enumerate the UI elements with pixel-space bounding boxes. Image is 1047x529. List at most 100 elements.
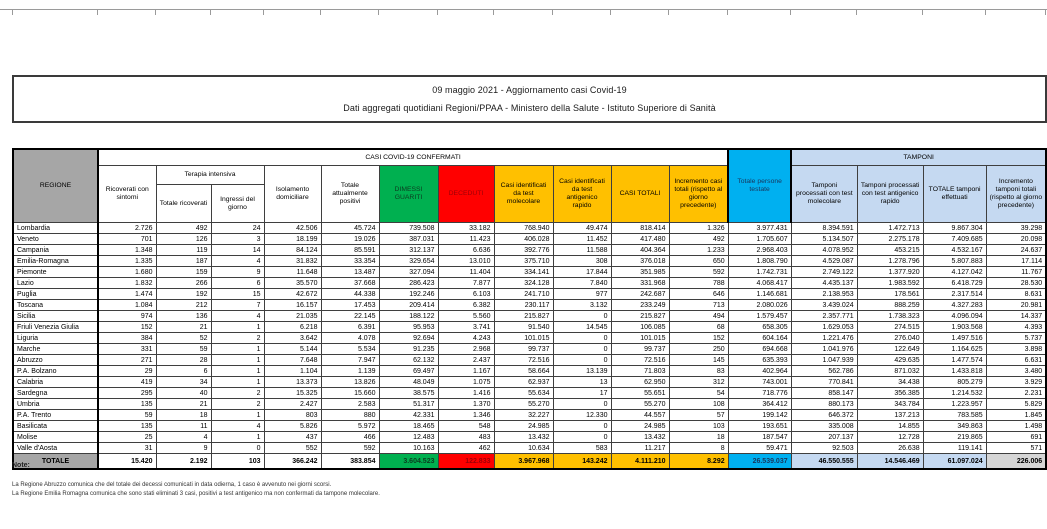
value-cell: 1.167	[437, 365, 495, 377]
ruler-tick	[378, 9, 379, 15]
table-row: Sardegna 295 40 2 15.325 15.660 38.575 1.416 55.…	[12, 387, 1047, 399]
total-value-cell: 26.539.037	[727, 453, 792, 470]
value-cell: 356.385	[856, 387, 924, 399]
value-cell: 25	[97, 431, 157, 443]
value-cell: 583	[552, 442, 612, 454]
value-cell: 429.635	[856, 354, 924, 366]
value-cell: 0	[552, 343, 612, 355]
value-cell: 1.680	[97, 266, 157, 278]
value-cell: 276.040	[856, 332, 924, 344]
value-cell: 24.637	[985, 244, 1047, 256]
value-cell: 2.080.026	[727, 299, 792, 311]
header-casi-confermati-group: CASI COVID-19 CONFERMATI	[97, 148, 729, 166]
value-cell: 1.738.323	[856, 310, 924, 322]
region-name-cell: Friuli Venezia Giulia	[12, 321, 99, 333]
value-cell: 1.221.476	[790, 332, 858, 344]
table-row: Toscana 1.084 212 7 16.157 17.453 209.414 6.382…	[12, 299, 1047, 311]
value-cell: 2.317.514	[922, 288, 987, 300]
ruler-tick	[727, 9, 728, 15]
value-cell: 22.145	[320, 310, 380, 322]
value-cell: 3.132	[552, 299, 612, 311]
value-cell: 5.826	[263, 420, 322, 432]
table-row: Friuli Venezia Giulia 152 21 1 6.218 6.391 95.…	[12, 321, 1047, 333]
value-cell: 58.664	[493, 365, 554, 377]
value-cell: 2.427	[263, 398, 322, 410]
value-cell: 42.672	[263, 288, 322, 300]
value-cell: 91.235	[378, 343, 439, 355]
table-row: Liguria 384 52 2 3.642 4.078 92.694 4.243 101.01…	[12, 332, 1047, 344]
value-cell: 233.249	[610, 299, 670, 311]
value-cell: 701	[97, 233, 157, 245]
value-cell: 91.540	[493, 321, 554, 333]
total-label-cell: TOTALE	[12, 453, 99, 470]
value-cell: 483	[437, 431, 495, 443]
value-cell: 193.651	[727, 420, 792, 432]
value-cell: 1.104	[263, 365, 322, 377]
region-name-cell: Lazio	[12, 277, 99, 289]
value-cell: 718.776	[727, 387, 792, 399]
value-cell: 1.047.939	[790, 354, 858, 366]
value-cell: 92.503	[790, 442, 858, 454]
value-cell: 10.163	[378, 442, 439, 454]
value-cell: 84.124	[263, 244, 322, 256]
value-cell: 592	[668, 266, 729, 278]
value-cell: 343.784	[856, 398, 924, 410]
value-cell: 106.085	[610, 321, 670, 333]
value-cell: 1.075	[437, 376, 495, 388]
covid-data-table: REGIONE CASI COVID-19 CONFERMATI Totale …	[12, 148, 1047, 470]
value-cell: 419	[97, 376, 157, 388]
value-cell: 72.516	[493, 354, 554, 366]
value-cell: 187.547	[727, 431, 792, 443]
value-cell: 571	[985, 442, 1047, 454]
header-totale-persone-testate: Totale persone testate	[727, 148, 793, 223]
value-cell: 376.018	[610, 255, 670, 267]
value-cell: 1.377.920	[856, 266, 924, 278]
value-cell: 44.557	[610, 409, 670, 421]
ruler-tick	[210, 9, 211, 15]
value-cell: 462	[437, 442, 495, 454]
value-cell: 42.331	[378, 409, 439, 421]
value-cell: 29	[97, 365, 157, 377]
value-cell: 4.435.137	[790, 277, 858, 289]
value-cell: 42.506	[263, 222, 322, 234]
value-cell: 3.642	[263, 332, 322, 344]
value-cell: 6.418.729	[922, 277, 987, 289]
value-cell: 492	[668, 233, 729, 245]
value-cell: 242.687	[610, 288, 670, 300]
header-totale-attualmente-positivi: Totale attualmente positivi	[320, 165, 380, 223]
value-cell: 2.357.771	[790, 310, 858, 322]
value-cell: 159	[155, 266, 212, 278]
value-cell: 492	[155, 222, 212, 234]
value-cell: 119.141	[922, 442, 987, 454]
value-cell: 230.117	[493, 299, 554, 311]
value-cell: 739.508	[378, 222, 439, 234]
value-cell: 349.863	[922, 420, 987, 432]
value-cell: 0	[552, 398, 612, 410]
value-cell: 14.545	[552, 321, 612, 333]
value-cell: 1.472.713	[856, 222, 924, 234]
value-cell: 72.516	[610, 354, 670, 366]
value-cell: 11.648	[263, 266, 322, 278]
value-cell: 10.634	[493, 442, 554, 454]
value-cell: 135	[97, 420, 157, 432]
header-regione: REGIONE	[12, 148, 99, 223]
value-cell: 17.453	[320, 299, 380, 311]
value-cell: 694.668	[727, 343, 792, 355]
value-cell: 691	[985, 431, 1047, 443]
value-cell: 13.432	[610, 431, 670, 443]
table-row: Lazio 1.832 266 6 35.570 37.668 286.423 7.877 32…	[12, 277, 1047, 289]
value-cell: 1	[210, 321, 265, 333]
region-name-cell: Liguria	[12, 332, 99, 344]
value-cell: 2.583	[320, 398, 380, 410]
total-value-cell: 14.546.469	[856, 453, 924, 470]
total-value-cell: 103	[210, 453, 265, 470]
value-cell: 101.015	[493, 332, 554, 344]
value-cell: 1	[210, 431, 265, 443]
region-name-cell: Molise	[12, 431, 99, 443]
region-name-cell: Piemonte	[12, 266, 99, 278]
value-cell: 4.096.094	[922, 310, 987, 322]
value-cell: 308	[552, 255, 612, 267]
ruler-tick	[155, 9, 156, 15]
total-value-cell: 8.292	[668, 453, 729, 470]
header-casi-test-antigenico: Casi identificati da test antigenico rap…	[552, 165, 612, 223]
